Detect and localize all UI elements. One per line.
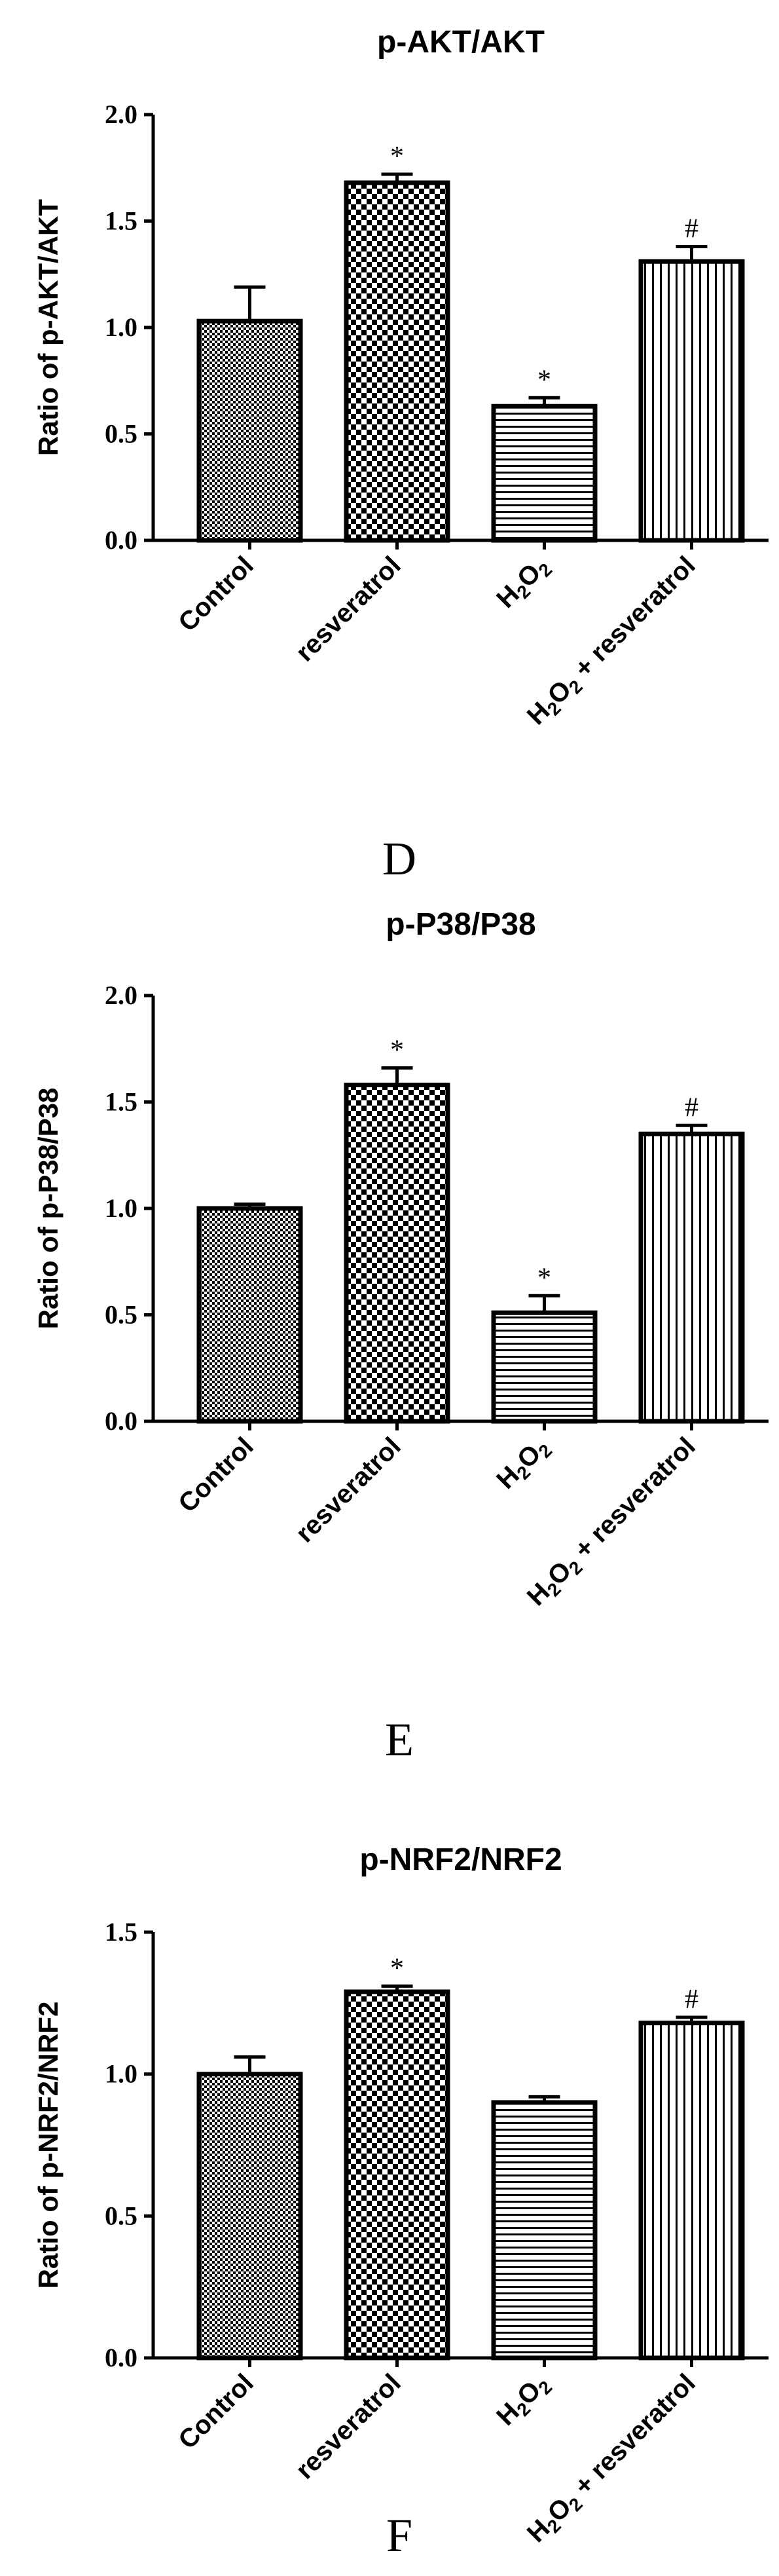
category-label: resveratrol [291,1432,407,1548]
category-label: resveratrol [291,2368,407,2484]
bar-2 [344,180,450,543]
y-axis-label: Ratio of p-P38/P38 [33,1088,63,1330]
y-axis-label: Ratio of p-AKT/AKT [33,199,63,456]
significance-marker: * [537,365,551,395]
bar-2 [344,1989,450,2361]
y-tick-label: 0.5 [105,419,137,449]
panel-label: D [382,832,416,885]
significance-marker: # [685,1985,698,2015]
y-tick-label: 1.0 [105,2059,137,2089]
category-label: H2O2 [491,551,556,616]
bar-4 [638,259,745,543]
y-tick-label: 0.0 [105,2343,137,2372]
y-tick-label: 2.0 [105,100,137,129]
chart-p38: p-P38/P38 Ratio of p-P38/P38 0.0 0.5 1.0 1.5 2… [33,907,769,1766]
y-tick-label: 1.5 [105,1917,137,1947]
category-label: H2O2 [491,1432,556,1497]
y-tick-label: 1.0 [105,312,137,342]
bar-4 [638,2021,745,2361]
y-tick-label: 0.0 [105,525,137,555]
bar-4 [638,1131,745,1424]
y-tick-label: 1.0 [105,1193,137,1223]
y-tick-label: 0.5 [105,2201,137,2230]
y-tick-label: 1.5 [105,1087,137,1117]
chart-title: p-AKT/AKT [377,25,545,60]
bar-3 [491,2100,598,2361]
panel-label: F [386,2509,412,2562]
bar-1 [196,2072,303,2361]
category-label: Control [173,551,259,637]
bar-3 [491,1310,598,1424]
chart-akt: p-AKT/AKT Ratio of p-AKT/AKT 0.0 0.5 1.0 1.5 2… [33,25,769,885]
chart-nrf2: p-NRF2/NRF2 Ratio of p-NRF2/NRF2 0.0 0.5 1.0… [33,1842,769,2562]
significance-marker: # [685,1092,698,1123]
bar-1 [196,1206,303,1424]
bar-3 [491,403,598,543]
chart-title: p-NRF2/NRF2 [359,1842,562,1877]
category-label: Control [173,1432,259,1518]
category-label: resveratrol [291,551,407,667]
significance-marker: * [390,1036,404,1066]
y-tick-label: 0.0 [105,1406,137,1436]
significance-marker: # [685,214,698,244]
bar-1 [196,318,303,543]
significance-marker: * [537,1263,551,1293]
significance-marker: * [390,1953,404,1983]
panel-label: E [385,1713,414,1766]
significance-marker: * [390,141,404,172]
category-label: Control [173,2368,259,2455]
category-label: H2O2 [491,2368,556,2433]
y-tick-label: 2.0 [105,980,137,1010]
y-tick-label: 1.5 [105,206,137,236]
y-axis-label: Ratio of p-NRF2/NRF2 [33,2002,63,2289]
chart-title: p-P38/P38 [386,907,535,942]
bar-2 [344,1083,450,1424]
y-tick-label: 0.5 [105,1300,137,1330]
